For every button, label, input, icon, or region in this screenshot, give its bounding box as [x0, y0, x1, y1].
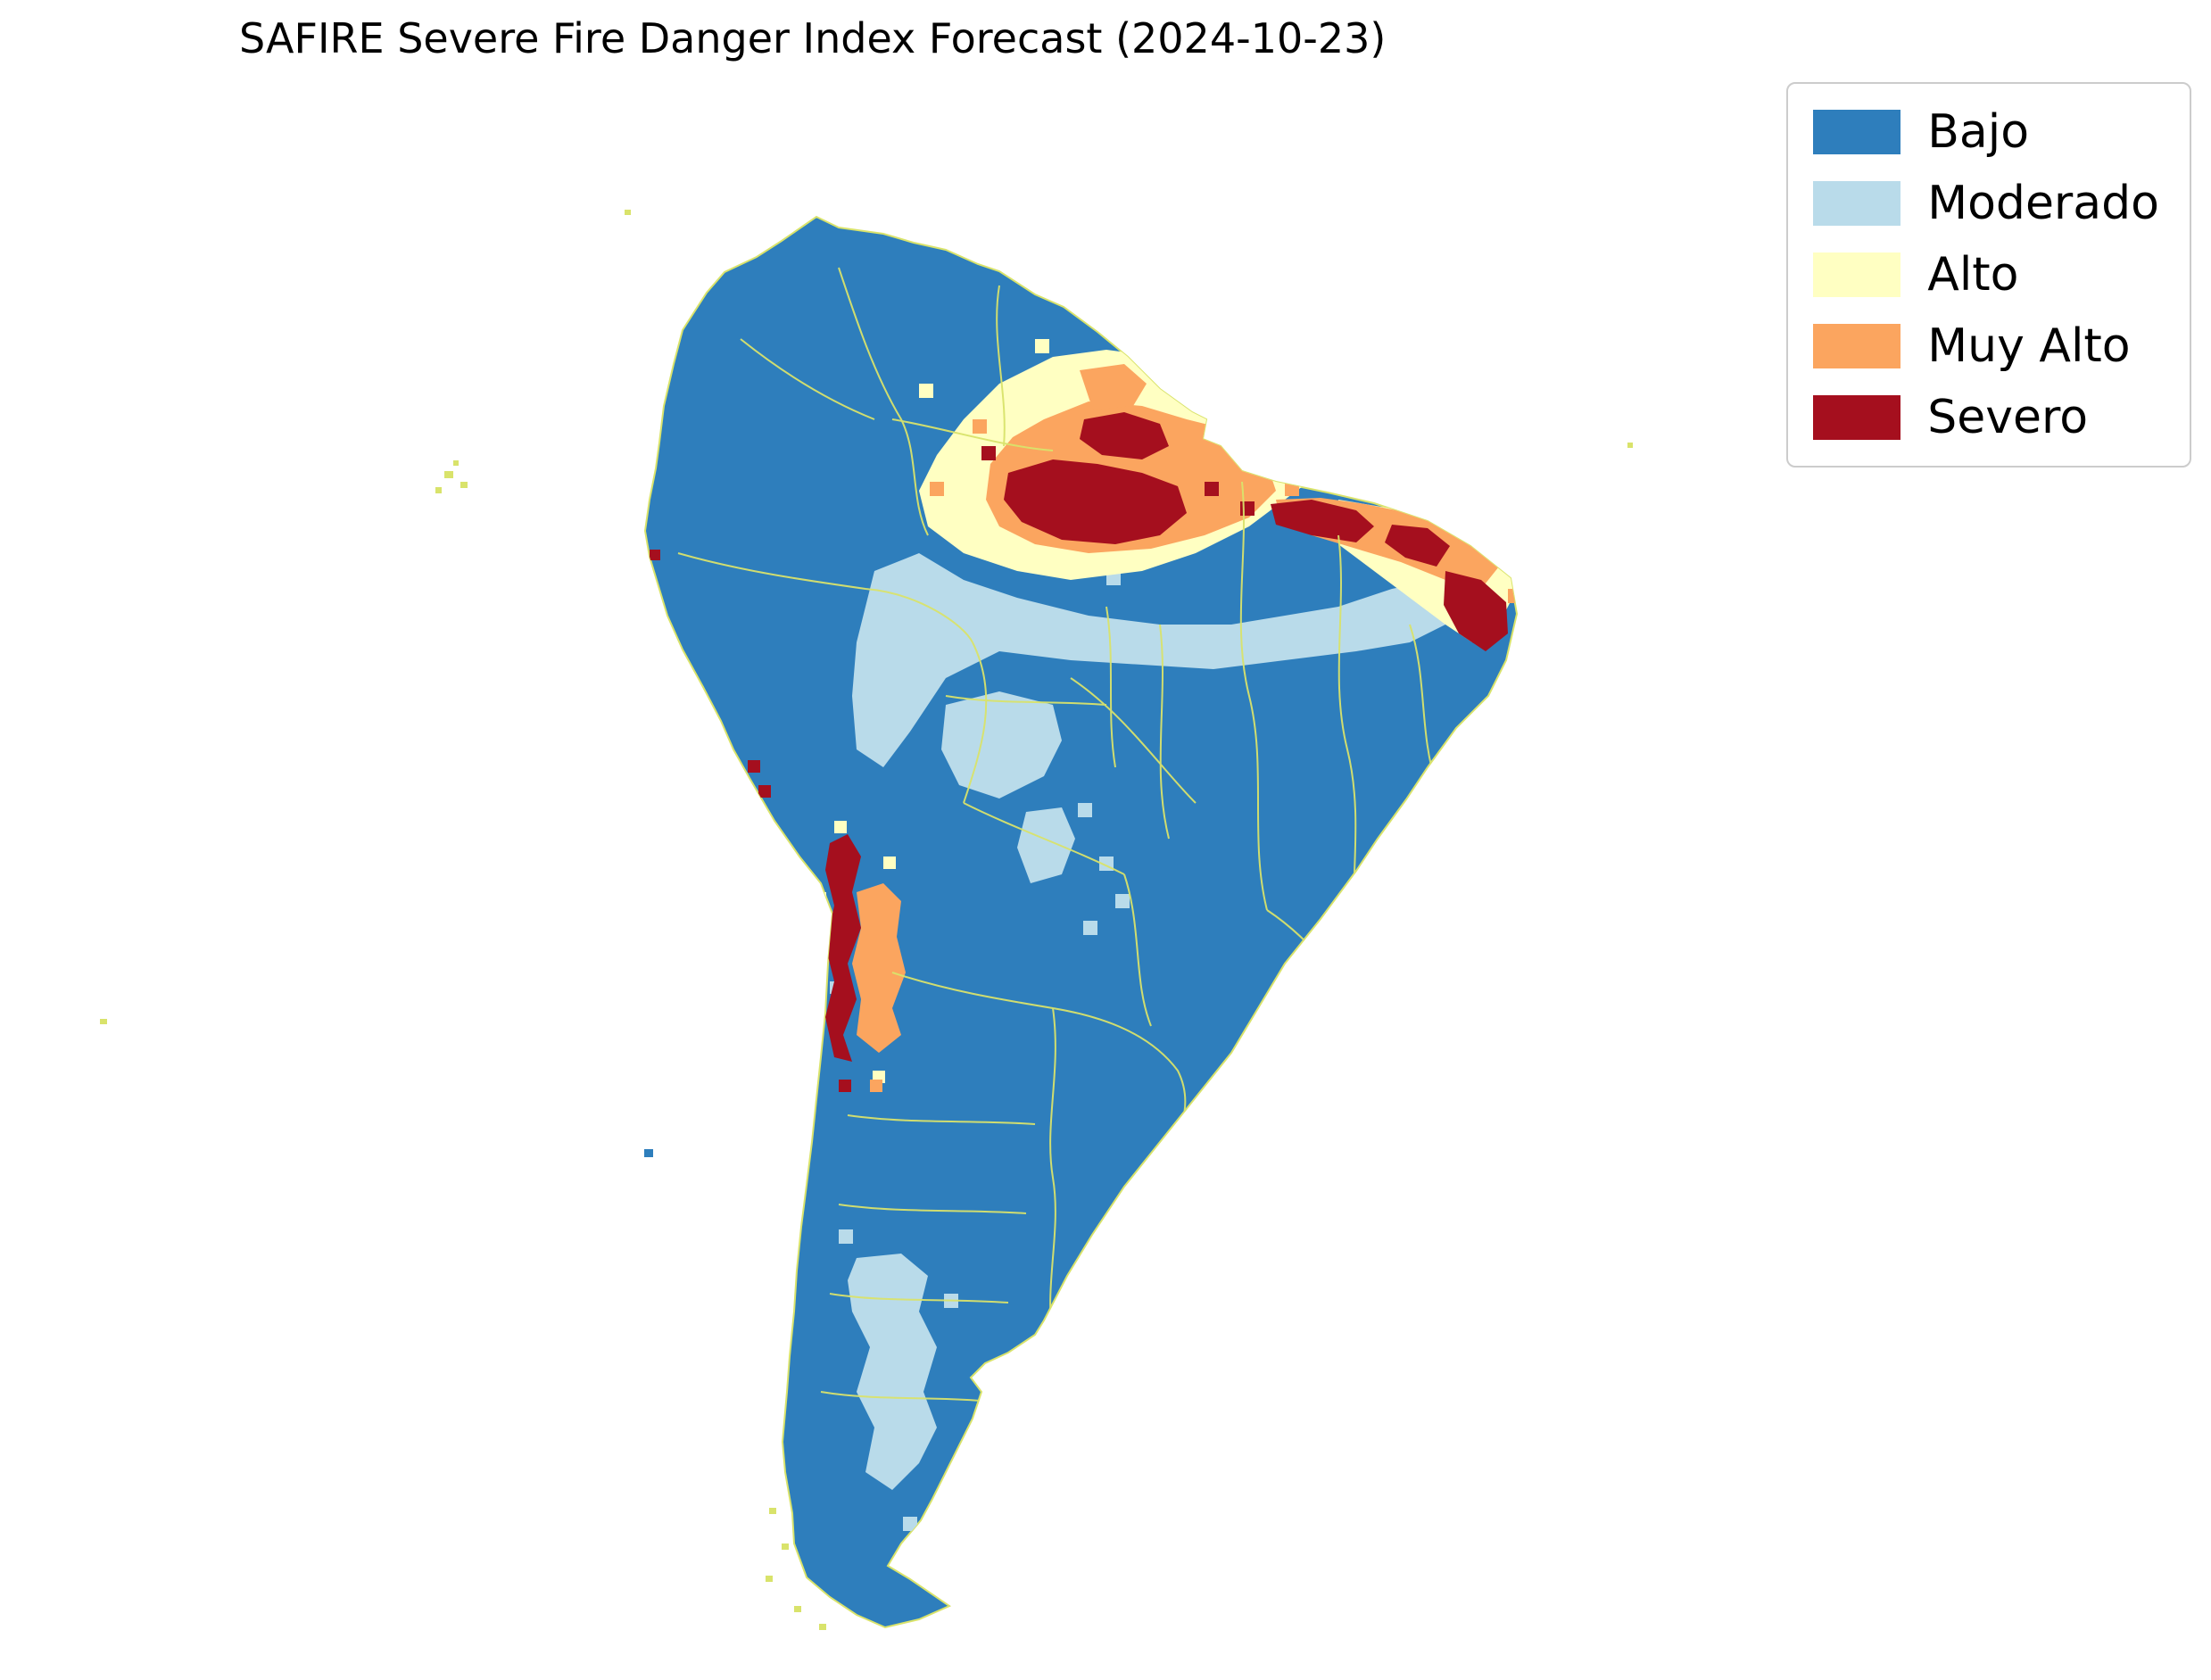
muy-alto-color-swatch: [1813, 324, 1901, 368]
legend-item-muy-alto: Muy Alto: [1813, 323, 2159, 369]
offshore-islands: [100, 210, 1633, 1630]
legend-item-bajo: Bajo: [1813, 109, 2159, 155]
severo-coastal-blob-2: [1444, 571, 1508, 651]
muy-alto-andes-strip: [852, 883, 906, 1053]
legend-label-muy-alto: Muy Alto: [1927, 319, 2131, 373]
severo-coastal-blob-1: [1385, 525, 1450, 567]
legend-item-moderado: Moderado: [1813, 180, 2159, 227]
legend-label-alto: Alto: [1927, 248, 2019, 302]
admin-boundaries: [677, 267, 1437, 1402]
moderado-patagonia-blob: [848, 1254, 937, 1490]
legend-item-severo: Severo: [1813, 394, 2159, 441]
muy-alto-top-blob: [1080, 364, 1147, 410]
legend-label-moderado: Moderado: [1927, 177, 2159, 230]
moderado-amazon-band: [852, 553, 1463, 767]
legend-label-severo: Severo: [1927, 391, 2089, 444]
map-title: SAFIRE Severe Fire Danger Index Forecast…: [239, 14, 1387, 62]
moderado-bolivia-blob: [941, 691, 1062, 799]
legend: Bajo Moderado Alto Muy Alto Severo: [1786, 82, 2191, 468]
moderado-bolivia-blob-2: [1017, 807, 1075, 883]
bajo-color-swatch: [1813, 110, 1901, 154]
severo-east-band: [1271, 500, 1374, 542]
offshore-bajo-specks: [644, 239, 838, 1157]
moderado-color-swatch: [1813, 181, 1901, 226]
severo-main-blob: [1004, 459, 1187, 544]
severo-andes-strip: [825, 834, 861, 1062]
severo-upper-blob: [1080, 412, 1169, 459]
legend-label-bajo: Bajo: [1927, 105, 2030, 159]
severo-color-swatch: [1813, 395, 1901, 440]
legend-item-alto: Alto: [1813, 252, 2159, 298]
alto-color-swatch: [1813, 252, 1901, 297]
